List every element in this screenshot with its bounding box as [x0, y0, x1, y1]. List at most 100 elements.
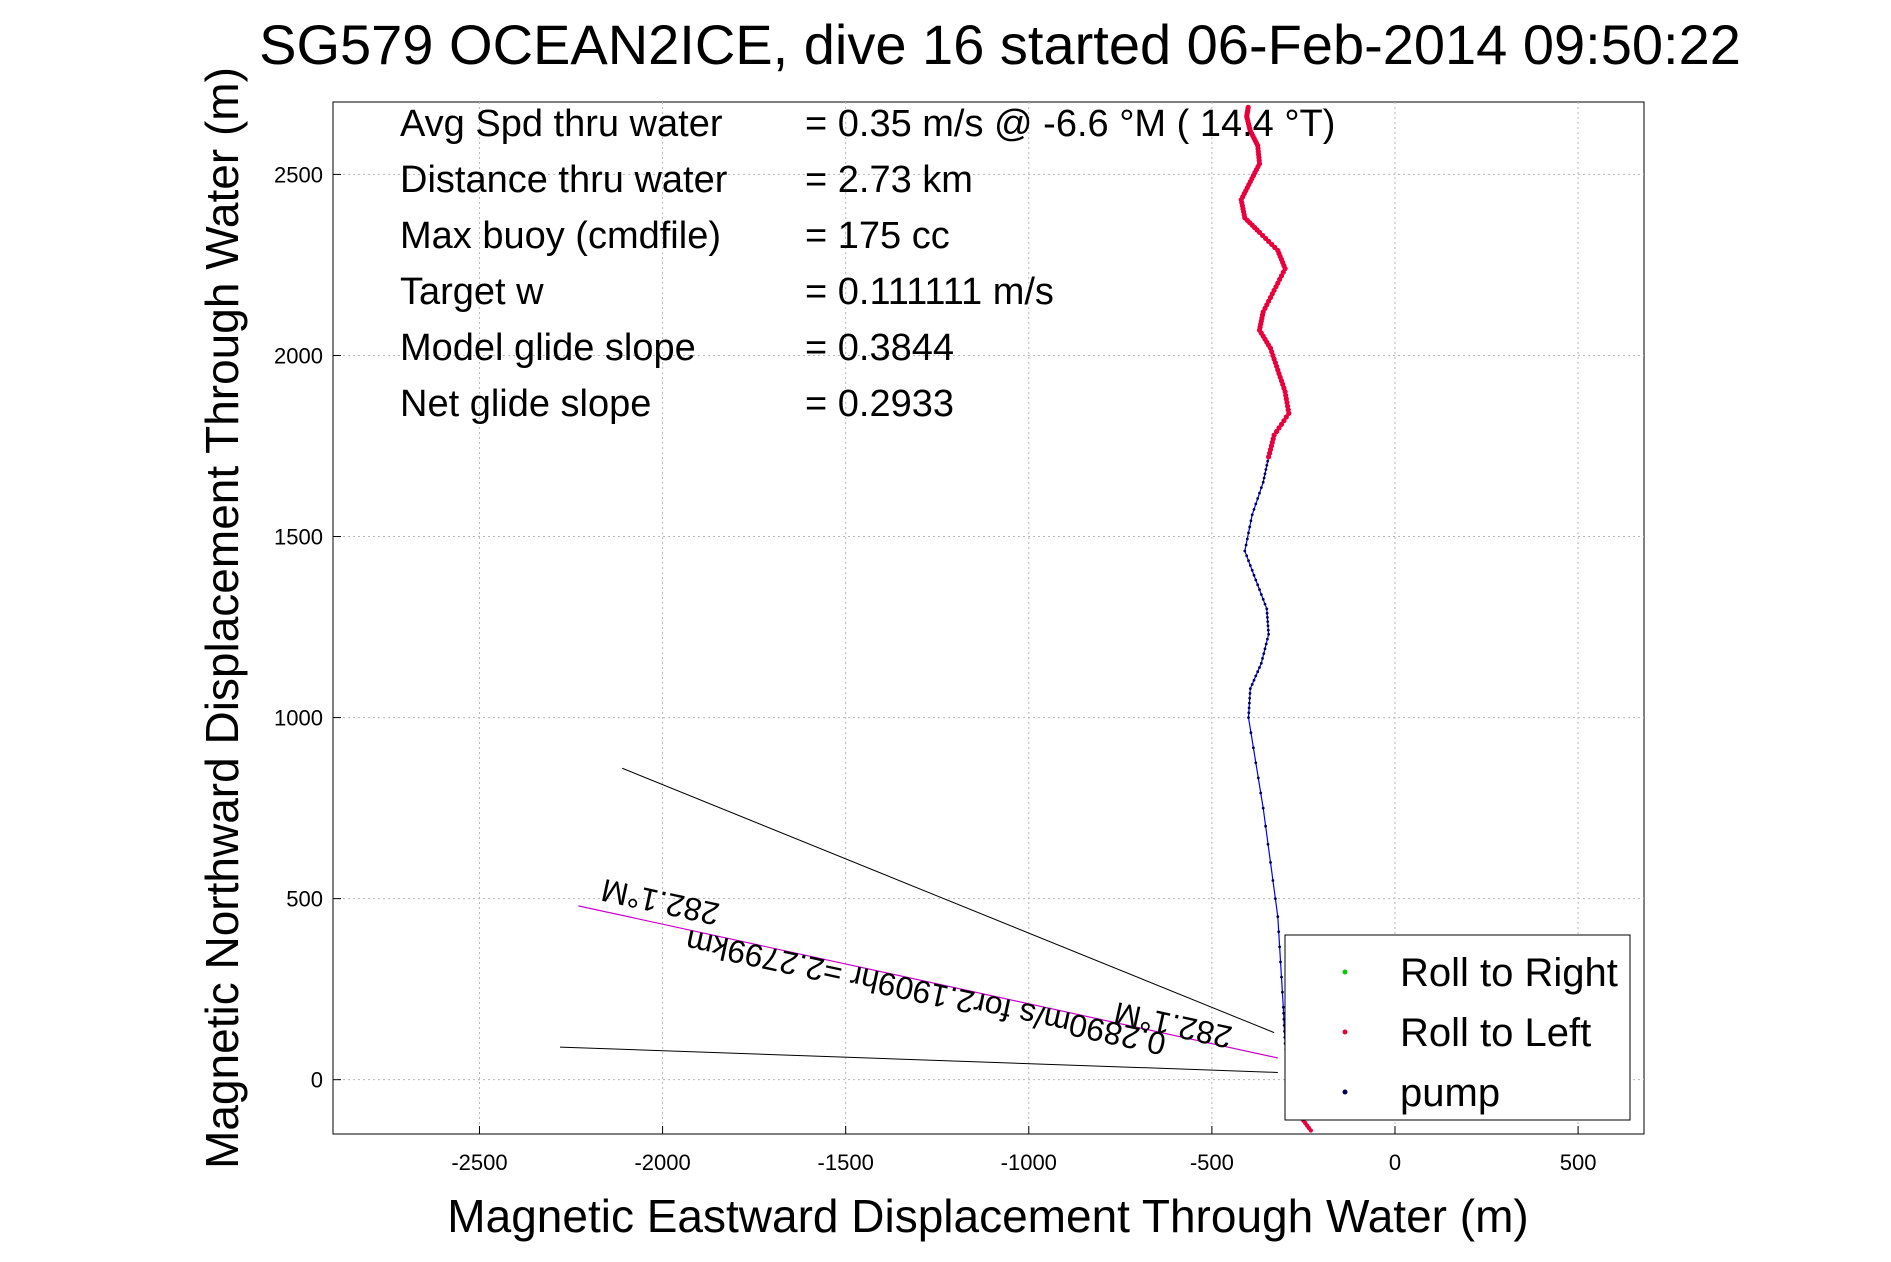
track-point — [1259, 791, 1263, 795]
track-point — [1259, 661, 1263, 665]
legend-label: Roll to Right — [1400, 951, 1618, 995]
track-point — [1254, 761, 1258, 765]
track-point — [1279, 960, 1282, 964]
track-point — [1252, 678, 1256, 682]
x-tick-label: -2500 — [451, 1150, 507, 1175]
track-point — [1274, 897, 1277, 900]
x-tick-label: -500 — [1190, 1150, 1234, 1175]
y-tick-label: 2000 — [274, 343, 323, 368]
track-point — [1263, 602, 1267, 606]
track-point — [1245, 554, 1249, 558]
track-point — [1276, 915, 1280, 919]
x-tick-label: 500 — [1560, 1150, 1597, 1175]
info-value: = 0.2933 — [805, 383, 954, 425]
track-point — [1252, 746, 1255, 750]
reference-line — [622, 767, 1275, 1034]
legend-box — [1284, 934, 1631, 1121]
info-label: Net glide slope — [400, 383, 651, 425]
track-point — [1265, 607, 1269, 611]
x-tick-label: 0 — [1389, 1150, 1401, 1175]
y-ticks: 0 500 1000 1500 2000 2500 — [274, 162, 341, 1093]
plot-area: -2500 -2000 -1500 -1000 -500 0 500 0 500 1000 150… — [274, 101, 1645, 1175]
track-point — [1277, 930, 1281, 934]
info-label: Distance thru water — [400, 159, 728, 201]
track-point — [1265, 611, 1269, 615]
track-point — [1258, 666, 1261, 669]
track-point — [1250, 683, 1254, 686]
track-point — [1254, 578, 1258, 582]
track-point — [1282, 1011, 1285, 1015]
track-point — [1250, 568, 1254, 572]
track-point — [1243, 549, 1247, 553]
track-point — [1261, 597, 1265, 601]
track-point — [1264, 642, 1268, 646]
track-point — [1247, 706, 1251, 710]
track-point — [1258, 491, 1261, 495]
track-point — [1266, 842, 1270, 846]
info-value: = 0.111111 m/s — [805, 271, 1054, 313]
track-point — [1262, 652, 1266, 655]
reference-lines — [560, 767, 1278, 1073]
track-point — [1247, 711, 1251, 715]
track-point — [1258, 588, 1261, 591]
y-tick-label: 1000 — [274, 706, 323, 731]
track — [1238, 104, 1314, 1133]
info-value: = 0.3844 — [805, 327, 954, 369]
track-point — [1259, 486, 1263, 489]
track-point — [1266, 628, 1270, 632]
track-point — [1248, 696, 1252, 700]
track-point — [1244, 543, 1248, 547]
y-tick-label: 1500 — [274, 525, 323, 550]
info-label: Model glide slope — [400, 327, 696, 369]
reference-line — [560, 1046, 1278, 1073]
track-point — [1252, 573, 1256, 577]
legend-marker — [1342, 1029, 1348, 1035]
info-label: Max buoy (cmdfile) — [400, 215, 721, 257]
track-point — [1247, 716, 1250, 719]
track-point — [1280, 975, 1283, 979]
y-tick-label: 2500 — [274, 162, 323, 187]
track-point — [1249, 731, 1253, 735]
track-point — [1266, 624, 1270, 628]
track-point — [1261, 480, 1265, 484]
x-axis-label: Magnetic Eastward Displacement Through W… — [447, 1190, 1528, 1242]
track-point — [1266, 637, 1269, 641]
track-point — [1269, 861, 1272, 864]
track-point — [1252, 508, 1256, 511]
track-point — [1266, 459, 1270, 463]
legend: Roll to Right Roll to Left pump — [1284, 934, 1631, 1121]
x-ticks: -2500 -2000 -1500 -1000 -500 0 500 — [451, 1126, 1596, 1175]
track-point — [1265, 463, 1269, 467]
x-tick-label: -1000 — [1001, 1150, 1057, 1175]
track-point — [1248, 701, 1251, 705]
track-point — [1247, 531, 1250, 535]
info-label: Avg Spd thru water — [400, 103, 723, 145]
track-point — [1261, 657, 1264, 660]
track-point — [1248, 692, 1252, 695]
track-point — [1266, 616, 1269, 619]
track-point — [1281, 1005, 1285, 1009]
track-point — [1259, 593, 1263, 596]
track-point — [1245, 537, 1249, 541]
x-tick-label: -1500 — [818, 1150, 874, 1175]
track-point — [1262, 476, 1266, 480]
info-label: Target w — [400, 271, 544, 313]
info-value: = 0.35 m/s @ -6.6 °M ( 14.4 °T) — [805, 103, 1335, 145]
track-point — [1256, 776, 1260, 780]
track-point — [1256, 670, 1260, 674]
track-point — [1254, 674, 1258, 678]
track-point — [1267, 632, 1270, 636]
heading-line — [578, 905, 1278, 1059]
track-point — [1281, 418, 1287, 424]
x-tick-label: -2000 — [634, 1150, 690, 1175]
chart-title: SG579 OCEAN2ICE, dive 16 started 06-Feb-… — [259, 13, 1741, 76]
track-point — [1248, 564, 1252, 567]
info-block: Avg Spd thru water = 0.35 m/s @ -6.6 °M (… — [400, 103, 1335, 425]
y-tick-label: 500 — [286, 887, 323, 912]
track-point — [1264, 824, 1267, 828]
track-point — [1247, 559, 1250, 563]
legend-label: pump — [1400, 1071, 1500, 1115]
track-point — [1256, 583, 1260, 587]
info-value: = 2.73 km — [805, 159, 973, 201]
